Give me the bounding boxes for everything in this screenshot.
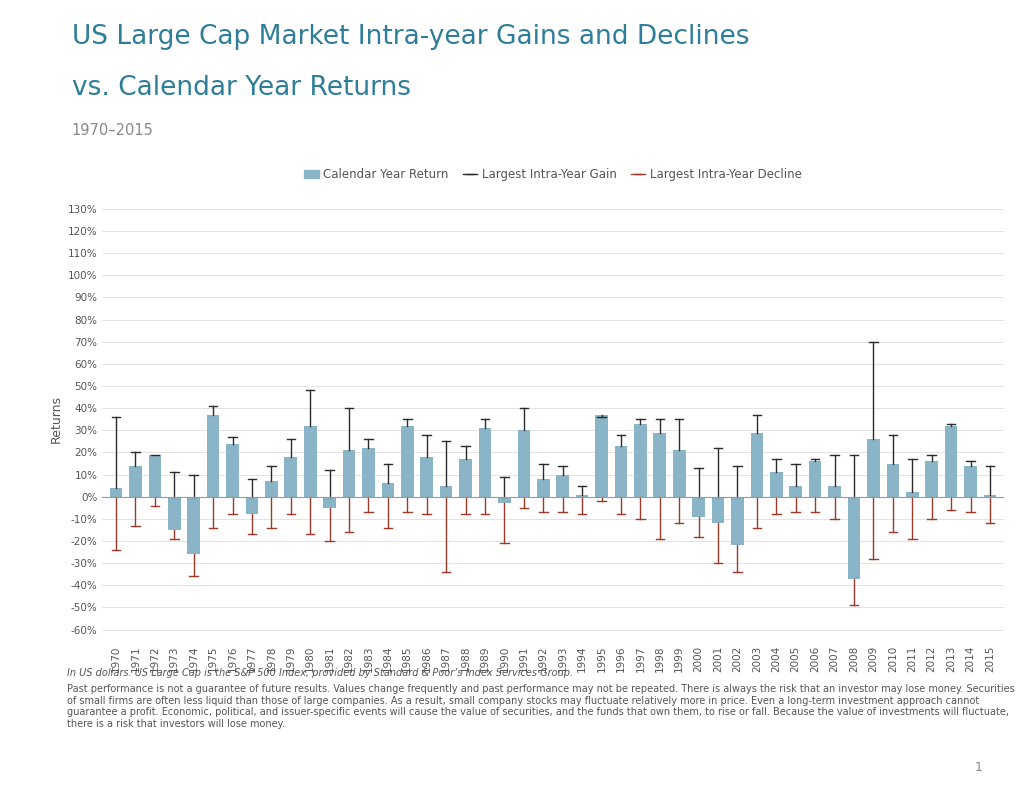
Bar bbox=[673, 450, 685, 497]
Bar bbox=[537, 479, 550, 497]
Legend: Calendar Year Return, Largest Intra-Year Gain, Largest Intra-Year Decline: Calendar Year Return, Largest Intra-Year… bbox=[304, 168, 802, 181]
Bar bbox=[207, 414, 219, 497]
Bar bbox=[712, 497, 724, 524]
Bar bbox=[362, 448, 375, 497]
Bar bbox=[324, 497, 336, 508]
Bar bbox=[285, 457, 297, 497]
Bar bbox=[634, 424, 647, 497]
Text: Past performance is not a guarantee of future results. Values change frequently : Past performance is not a guarantee of f… bbox=[67, 684, 1015, 729]
Bar bbox=[848, 497, 860, 579]
Bar bbox=[926, 461, 938, 497]
Bar bbox=[770, 472, 782, 497]
Bar bbox=[731, 497, 743, 546]
Bar bbox=[421, 457, 433, 497]
Bar bbox=[401, 426, 414, 497]
Bar bbox=[790, 486, 802, 497]
Bar bbox=[226, 444, 239, 497]
Text: US Large Cap Market Intra-year Gains and Declines: US Large Cap Market Intra-year Gains and… bbox=[72, 24, 750, 50]
Bar bbox=[168, 497, 180, 530]
Bar bbox=[887, 464, 899, 497]
Bar bbox=[304, 426, 316, 497]
Bar bbox=[984, 494, 996, 497]
Bar bbox=[575, 494, 589, 497]
Text: In US dollars. US Large Cap is the S&P 500 Index, provided by Standard & Poor’s : In US dollars. US Large Cap is the S&P 5… bbox=[67, 668, 572, 679]
Bar bbox=[692, 497, 705, 517]
Bar bbox=[809, 461, 821, 497]
Text: vs. Calendar Year Returns: vs. Calendar Year Returns bbox=[72, 75, 411, 101]
Bar bbox=[906, 492, 919, 497]
Bar bbox=[828, 486, 841, 497]
Text: 1: 1 bbox=[975, 761, 983, 774]
Bar bbox=[556, 475, 569, 497]
Bar bbox=[867, 439, 880, 497]
Bar bbox=[595, 414, 608, 497]
Bar bbox=[517, 430, 530, 497]
Bar bbox=[246, 497, 258, 514]
Bar bbox=[751, 433, 763, 497]
Bar bbox=[440, 486, 453, 497]
Bar bbox=[129, 466, 141, 497]
Bar bbox=[965, 466, 977, 497]
Bar bbox=[265, 481, 278, 497]
Bar bbox=[498, 497, 511, 503]
Bar bbox=[343, 450, 355, 497]
Bar bbox=[459, 459, 472, 497]
Bar bbox=[614, 446, 628, 497]
Text: 1970–2015: 1970–2015 bbox=[72, 123, 154, 138]
Bar bbox=[382, 483, 394, 497]
Y-axis label: Returns: Returns bbox=[49, 396, 62, 443]
Bar bbox=[110, 488, 122, 497]
Bar bbox=[478, 428, 492, 497]
Bar bbox=[187, 497, 200, 554]
Bar bbox=[945, 426, 957, 497]
Bar bbox=[653, 433, 666, 497]
Bar bbox=[148, 455, 161, 497]
